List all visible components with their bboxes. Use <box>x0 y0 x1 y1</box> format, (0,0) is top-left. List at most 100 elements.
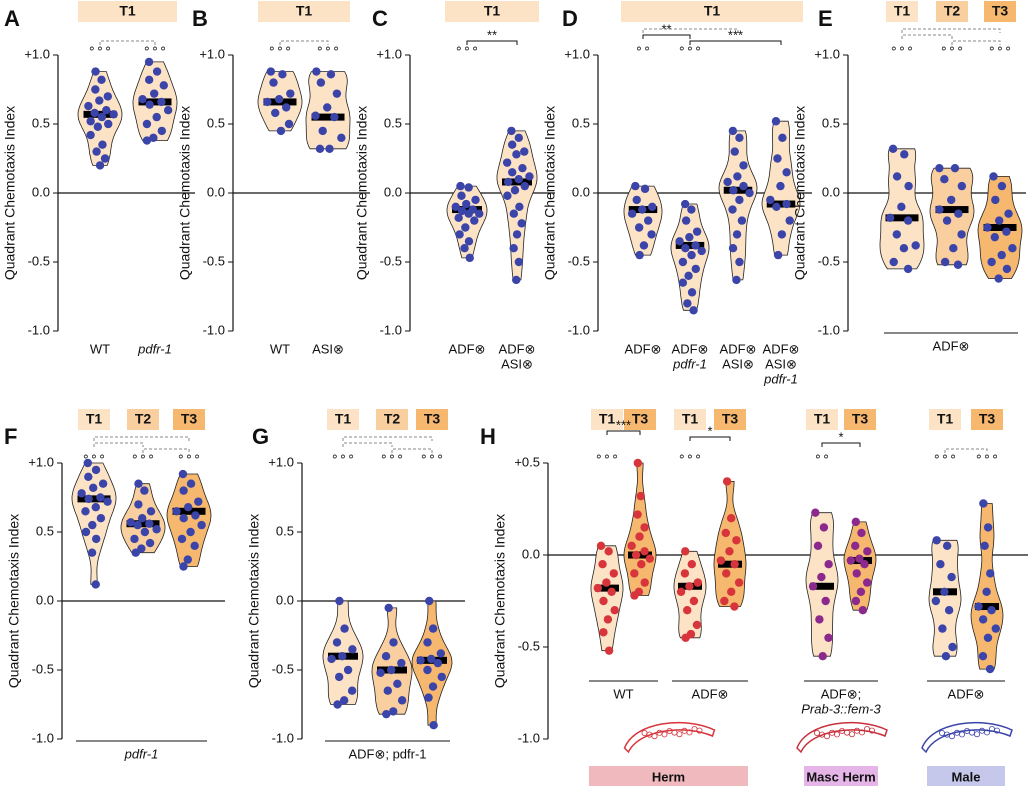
data-point <box>899 244 909 253</box>
significance-marks: ∘∘∘ <box>975 448 999 463</box>
comparison-bracket <box>689 40 782 45</box>
tag-label: T1 <box>484 3 501 19</box>
y-tick-label: 0.0 <box>384 184 402 199</box>
y-tick-label: 0.5 <box>207 115 225 130</box>
comparison-bracket <box>93 442 144 447</box>
data-point <box>393 679 402 688</box>
y-tick-label: -0.5 <box>32 661 54 676</box>
data-point <box>91 67 100 76</box>
worm-cell <box>984 729 991 736</box>
data-point <box>157 126 167 136</box>
panel: B Quadrant Chemotaxis Index +1.0 0.5 0.0 -0.5… <box>177 1 370 356</box>
data-point <box>520 181 529 191</box>
data-point <box>465 253 474 263</box>
data-point <box>903 216 913 225</box>
data-point <box>387 665 396 675</box>
data-point <box>737 216 747 225</box>
data-point <box>635 532 644 541</box>
comparison-bracket <box>689 436 731 441</box>
data-point <box>997 250 1006 260</box>
y-axis-label: Quadrant Chemotaxis Index <box>177 106 193 280</box>
data-point <box>163 106 173 115</box>
y-tick-label: +1.0 <box>28 454 54 469</box>
data-point <box>152 525 161 534</box>
data-point <box>509 244 518 253</box>
significance-marks: ∘∘∘ <box>678 448 702 463</box>
data-point <box>745 188 754 198</box>
data-point <box>325 144 334 154</box>
panel: G Quadrant Chemotaxis Index +1.0 0.5 0.0 -0.5… <box>246 409 465 761</box>
data-point <box>84 472 93 481</box>
y-tick-label: 0.0 <box>822 184 840 199</box>
tag-label: T3 <box>181 411 198 427</box>
worm-cell <box>849 731 856 738</box>
data-point <box>813 541 823 550</box>
tag-label: T2 <box>944 3 961 19</box>
data-point <box>739 161 748 170</box>
data-point <box>723 177 732 187</box>
data-point <box>732 275 741 285</box>
tag-label: T3 <box>852 411 869 427</box>
data-point <box>179 486 188 495</box>
data-point <box>856 587 866 596</box>
comparison-bracket <box>606 430 641 435</box>
data-point <box>691 241 700 250</box>
data-point <box>269 78 278 87</box>
category-label: ADF⊗ <box>499 341 536 356</box>
data-point <box>464 183 473 192</box>
worm-cell <box>869 727 876 734</box>
category-label: ADF⊗ <box>933 338 970 353</box>
data-point <box>599 596 608 606</box>
significance-marks: ∘∘∘ <box>131 448 155 463</box>
tag-label: T3 <box>722 411 739 427</box>
tag-label: T3 <box>992 3 1009 19</box>
tag-label: T1 <box>335 411 352 427</box>
category-label: pdfr-1 <box>137 341 172 356</box>
data-point <box>860 560 869 569</box>
data-point <box>145 538 155 548</box>
worm-cell <box>671 729 678 736</box>
y-tick-label: 0.0 <box>276 592 294 607</box>
data-point <box>892 172 902 181</box>
comparison-bracket <box>466 40 518 45</box>
data-point <box>932 536 941 545</box>
data-point <box>152 112 161 122</box>
data-point <box>1008 244 1017 253</box>
tag-label: T1 <box>937 411 954 427</box>
data-point <box>436 649 446 658</box>
data-point <box>134 479 143 488</box>
data-point <box>100 154 110 163</box>
worm-cell <box>974 731 981 738</box>
significance-marks: ∘∘∘ <box>890 40 914 55</box>
data-point <box>334 672 344 682</box>
panel: C Quadrant Chemotaxis Index +1.0 0.5 0.0 -0.5… <box>354 1 555 371</box>
panel: H Quadrant Chemotaxis Index +0.5 0.0 -0.5 -1.… <box>480 409 1028 786</box>
data-point <box>512 275 521 285</box>
data-point <box>604 547 613 556</box>
data-point <box>503 191 512 200</box>
data-point <box>681 547 690 556</box>
data-point <box>997 181 1007 191</box>
data-point <box>954 209 963 218</box>
tag-box <box>445 1 539 22</box>
panel-letter: H <box>480 424 496 449</box>
data-point <box>766 195 775 205</box>
panel: D Quadrant Chemotaxis Index +1.0 0.5 0.0 -0.5… <box>542 1 812 386</box>
data-point <box>323 103 332 112</box>
data-point <box>640 547 649 556</box>
data-point <box>687 250 696 260</box>
data-point <box>194 497 203 506</box>
data-point <box>517 219 526 228</box>
y-axis-label: Quadrant Chemotaxis Index <box>542 106 558 280</box>
data-point <box>730 560 739 569</box>
data-point <box>282 103 291 112</box>
category-label: ADF⊗ <box>948 686 985 701</box>
data-point <box>728 205 737 214</box>
category-label: ADF⊗ <box>720 341 757 356</box>
y-tick-label: -1.0 <box>32 730 54 745</box>
data-point <box>735 257 744 267</box>
data-point <box>739 181 748 191</box>
data-point <box>863 547 872 556</box>
data-point <box>935 205 944 214</box>
data-point <box>888 144 898 154</box>
